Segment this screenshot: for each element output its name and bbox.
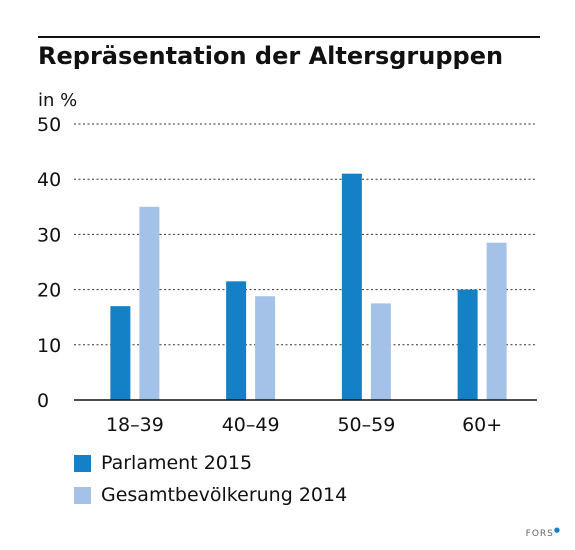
bar-parlament xyxy=(457,289,478,400)
y-tick-label: 50 xyxy=(37,114,61,136)
title-rule xyxy=(38,36,540,38)
y-tick-label: 0 xyxy=(37,390,49,412)
legend-swatch xyxy=(74,486,91,504)
chart-title: Repräsentation der Altersgruppen xyxy=(38,42,504,70)
legend-swatch xyxy=(74,454,91,472)
y-tick-label: 10 xyxy=(37,335,61,357)
bar-parlament xyxy=(341,173,362,400)
bar-parlament xyxy=(226,281,247,400)
x-tick-label: 50–59 xyxy=(337,414,395,436)
bar-parlament xyxy=(110,306,131,400)
legend-item-parlament: Parlament 2015 xyxy=(74,452,252,474)
x-tick-label: 18–39 xyxy=(106,414,164,436)
y-tick-label: 40 xyxy=(37,169,61,191)
legend-item-gesamtbevoelkerung: Gesamtbevölkerung 2014 xyxy=(74,484,347,506)
y-axis-label: in % xyxy=(38,90,78,111)
legend-label: Parlament 2015 xyxy=(101,452,253,474)
footer-brand: FORS xyxy=(525,529,554,539)
bar-gesamtbevoelkerung xyxy=(486,242,507,400)
logo-dot-icon: ● xyxy=(553,526,561,534)
legend-label: Gesamtbevölkerung 2014 xyxy=(101,484,348,506)
y-tick-label: 30 xyxy=(37,224,61,246)
bar-gesamtbevoelkerung xyxy=(255,296,276,400)
x-tick-label: 40–49 xyxy=(222,414,280,436)
x-tick-label: 60+ xyxy=(462,414,502,436)
fors-logo: FORS● xyxy=(526,526,561,539)
bar-gesamtbevoelkerung xyxy=(139,206,160,400)
y-tick-label: 20 xyxy=(37,280,61,302)
bar-gesamtbevoelkerung xyxy=(370,303,391,400)
